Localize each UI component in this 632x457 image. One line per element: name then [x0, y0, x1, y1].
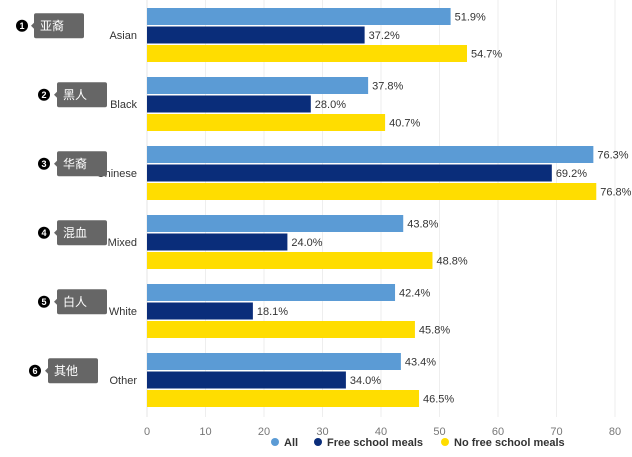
bar-no-free-school-meals-other[interactable]: [147, 390, 420, 407]
x-tick-label: 50: [433, 426, 445, 438]
callout-box: [34, 13, 84, 39]
data-label: 37.2%: [369, 30, 400, 42]
x-tick-label: 60: [492, 426, 504, 438]
callout-box: [57, 289, 107, 315]
bar-all-chinese[interactable]: [147, 146, 594, 163]
badge-number: 2: [41, 90, 46, 100]
data-label: 42.4%: [399, 288, 430, 300]
callout-box: [57, 220, 107, 246]
data-label: 18.1%: [257, 306, 288, 318]
legend-item-no-free-school-meals[interactable]: No free school meals: [441, 437, 565, 449]
category-label: Asian: [109, 30, 137, 42]
legend-label: Free school meals: [327, 437, 423, 449]
annotation-black: 2 黑人: [38, 82, 107, 108]
bar-no-free-school-meals-asian[interactable]: [147, 45, 467, 62]
annotation-white: 5 白人: [38, 289, 107, 315]
data-label: 69.2%: [556, 168, 587, 180]
x-tick-label: 20: [258, 426, 270, 438]
number-badge: [38, 295, 50, 308]
category-label: Mixed: [108, 237, 137, 249]
category-label: Other: [109, 375, 137, 387]
data-label: 28.0%: [315, 99, 346, 111]
annotation-asian: 1 亚裔: [16, 13, 84, 39]
bar-free-school-meals-other[interactable]: [147, 371, 346, 389]
data-label: 51.9%: [455, 12, 486, 24]
x-tick-label: 30: [316, 426, 328, 438]
callout-box: [48, 358, 98, 384]
badge-number: 3: [41, 159, 46, 169]
bar-no-free-school-meals-chinese[interactable]: [147, 183, 597, 200]
category-label: Black: [110, 99, 137, 111]
number-badge: [38, 88, 50, 101]
data-label: 34.0%: [350, 375, 381, 387]
data-label: 45.8%: [419, 325, 450, 337]
number-badge: [38, 157, 50, 170]
x-tick-label: 70: [550, 426, 562, 438]
annotation-chinese: 3 华裔: [38, 151, 107, 177]
data-label: 54.7%: [471, 49, 502, 61]
annotation-mixed: 4 混血: [38, 220, 107, 246]
grid-lines: [146, 0, 616, 417]
number-badge: [38, 226, 50, 239]
bars: [147, 8, 597, 407]
legend[interactable]: All Free school meals No free school meals: [271, 437, 565, 449]
data-label: 24.0%: [291, 237, 322, 249]
callout-text: 黑人: [63, 88, 87, 102]
bar-free-school-meals-asian[interactable]: [147, 26, 365, 44]
bar-no-free-school-meals-mixed[interactable]: [147, 252, 433, 269]
callout-text: 其他: [54, 364, 78, 378]
callout-box: [57, 151, 107, 177]
value-labels: 51.9% 37.2% 54.7% 37.8% 28.0% 40.7% 76.3% 69.2%…: [257, 12, 632, 406]
category-label: White: [109, 306, 137, 318]
bar-all-asian[interactable]: [147, 8, 451, 25]
callout-text: 华裔: [63, 156, 87, 171]
bar-all-black[interactable]: [147, 77, 369, 94]
callout-box: [57, 82, 107, 108]
number-badge: [29, 364, 41, 377]
data-label: 76.3%: [597, 150, 628, 162]
bar-no-free-school-meals-black[interactable]: [147, 114, 386, 131]
legend-label: No free school meals: [454, 437, 565, 449]
badge-number: 6: [32, 366, 37, 376]
bar-all-mixed[interactable]: [147, 215, 404, 232]
data-label: 37.8%: [372, 81, 403, 93]
bar-free-school-meals-chinese[interactable]: [147, 164, 552, 182]
x-tick-label: 0: [144, 426, 150, 438]
callout-text: 白人: [63, 294, 87, 309]
number-badge: [16, 19, 28, 32]
legend-label: All: [284, 437, 298, 449]
x-tick-label: 10: [199, 426, 211, 438]
badge-number: 1: [19, 21, 24, 31]
legend-item-free-school-meals[interactable]: Free school meals: [314, 437, 423, 449]
data-label: 43.8%: [407, 219, 438, 231]
annotations: 1 亚裔 2 黑人 3 华裔 4 混血 5 白人 6 其他: [16, 13, 107, 384]
callout-text: 亚裔: [40, 18, 64, 33]
data-label: 76.8%: [600, 187, 631, 199]
bar-free-school-meals-black[interactable]: [147, 95, 311, 113]
bar-free-school-meals-white[interactable]: [147, 302, 253, 320]
bar-all-other[interactable]: [147, 353, 401, 370]
bar-all-white[interactable]: [147, 284, 396, 301]
badge-number: 5: [41, 297, 46, 307]
data-label: 48.8%: [436, 256, 467, 268]
x-tick-label: 80: [609, 426, 621, 438]
legend-marker: [271, 438, 279, 446]
data-label: 40.7%: [389, 118, 420, 130]
x-axis-ticks: 0 10 20 30 40 50 60 70 80: [144, 426, 621, 438]
legend-marker: [314, 438, 322, 446]
bar-free-school-meals-mixed[interactable]: [147, 233, 288, 251]
legend-marker: [441, 438, 449, 446]
data-label: 46.5%: [423, 394, 454, 406]
bar-no-free-school-meals-white[interactable]: [147, 321, 415, 338]
callout-text: 混血: [63, 226, 87, 240]
x-tick-label: 40: [375, 426, 387, 438]
annotation-other: 6 其他: [29, 358, 98, 384]
data-label: 43.4%: [405, 357, 436, 369]
badge-number: 4: [41, 228, 46, 238]
legend-item-all[interactable]: All: [271, 437, 298, 449]
